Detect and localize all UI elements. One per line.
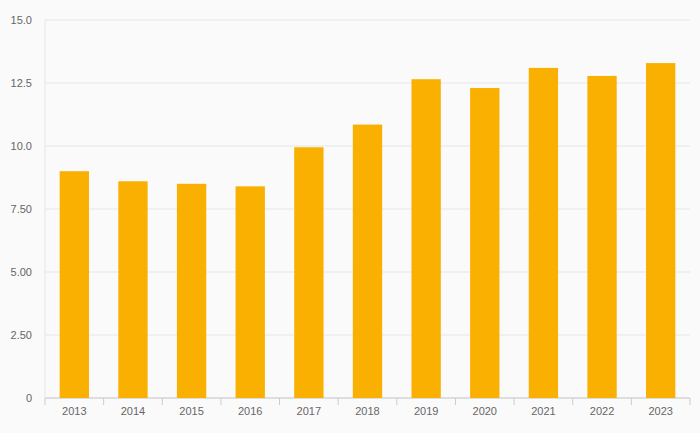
x-tick-label: 2018 — [355, 405, 379, 417]
x-tick-label: 2019 — [414, 405, 438, 417]
x-axis: 2013 2014 2015 2016 2017 2018 2019 2020 2021 2022… — [45, 398, 690, 417]
x-tick-label: 2023 — [648, 405, 672, 417]
bar — [60, 171, 89, 398]
x-tick-label: 2015 — [179, 405, 203, 417]
y-tick-label: 15.0 — [11, 14, 32, 26]
category-tick — [690, 398, 691, 405]
y-tick-label: 2.50 — [11, 329, 32, 341]
x-tick-label: 2020 — [473, 405, 497, 417]
y-axis-line — [45, 20, 46, 398]
x-tick-label: 2017 — [297, 405, 321, 417]
x-tick-label: 2016 — [238, 405, 262, 417]
bar — [411, 79, 440, 398]
background — [0, 0, 700, 433]
category-tick — [572, 398, 573, 405]
bars — [60, 63, 676, 398]
y-tick-label: 12.5 — [11, 77, 32, 89]
category-tick — [162, 398, 163, 405]
bar — [470, 88, 499, 398]
x-tick-label: 2022 — [590, 405, 614, 417]
bar — [529, 68, 558, 398]
category-tick — [279, 398, 280, 405]
bar — [118, 181, 147, 398]
category-tick — [220, 398, 221, 405]
category-tick — [455, 398, 456, 405]
bar — [294, 147, 323, 398]
chart-svg: 02.505.007.5010.012.515.0201320142015201… — [0, 0, 700, 433]
y-axis: 0 2.50 5.00 7.50 10.0 12.5 15.0 — [11, 14, 690, 404]
category-tick — [45, 398, 46, 405]
y-tick-label: 7.50 — [11, 203, 32, 215]
x-tick-label: 2021 — [531, 405, 555, 417]
x-tick-label: 2014 — [121, 405, 145, 417]
bar — [177, 184, 206, 398]
bar — [646, 63, 675, 398]
grid-line — [45, 20, 690, 21]
category-tick — [396, 398, 397, 405]
bar — [236, 186, 265, 398]
x-tick-label: 2013 — [62, 405, 86, 417]
category-tick — [338, 398, 339, 405]
category-tick — [631, 398, 632, 405]
chart-container: 02.505.007.5010.012.515.0201320142015201… — [0, 0, 700, 433]
y-tick-label: 0 — [26, 392, 32, 404]
category-tick — [103, 398, 104, 405]
category-tick — [514, 398, 515, 405]
bar — [587, 76, 616, 398]
y-tick-label: 5.00 — [11, 266, 32, 278]
bar — [353, 125, 382, 398]
y-tick-label: 10.0 — [11, 140, 32, 152]
